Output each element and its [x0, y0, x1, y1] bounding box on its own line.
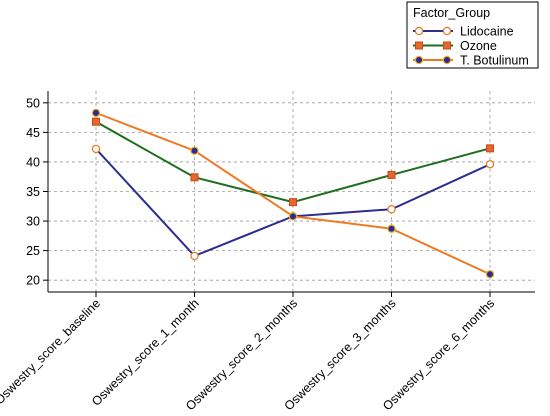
legend-marker: [443, 41, 451, 50]
data-point: [486, 144, 494, 153]
legend-marker: [442, 26, 452, 36]
y-tick-labels: 20 25 30 35 40 45 50: [26, 96, 48, 288]
data-point: [387, 205, 396, 214]
data-point: [92, 117, 100, 126]
data-point: [190, 146, 199, 155]
data-point: [190, 251, 199, 261]
y-tick-label: 25: [26, 244, 40, 258]
data-point: [387, 170, 396, 179]
data-point: [190, 173, 199, 182]
y-tick-label: 50: [26, 96, 40, 110]
legend-marker: [442, 55, 452, 65]
x-tick-label: Oswestry_score_1_month: [89, 296, 202, 409]
y-tick-label: 40: [26, 155, 40, 169]
y-tick-label: 20: [26, 274, 40, 288]
data-point: [485, 160, 495, 169]
y-tick-label: 30: [26, 215, 40, 229]
legend-marker: [415, 41, 423, 50]
legend-label: T. Botulinum: [460, 54, 529, 68]
x-tick-label: Oswestry_score_3_months: [282, 296, 399, 413]
x-tick-label: Oswestry_score_2_months: [183, 296, 300, 413]
data-point: [387, 224, 396, 233]
legend-marker: [414, 55, 424, 65]
data-point: [288, 212, 298, 221]
x-tick-labels: Oswestry_score_baselineOswestry_score_1_…: [0, 292, 497, 413]
series-markers: [91, 108, 495, 279]
legend-marker: [414, 26, 424, 36]
y-tick-label: 45: [26, 126, 40, 140]
data-point: [289, 198, 297, 207]
legend-label: Ozone: [460, 39, 497, 53]
legend-box: [406, 1, 539, 69]
data-point: [485, 270, 495, 279]
legend-label: Lidocaine: [460, 25, 514, 39]
data-point: [91, 144, 101, 154]
x-tick-label: Oswestry_score_6_months: [380, 296, 497, 413]
legend-title: Factor_Group: [413, 6, 490, 20]
data-point: [91, 108, 101, 118]
x-tick-label: Oswestry_score_baseline: [0, 296, 103, 407]
y-tick-label: 35: [26, 185, 40, 199]
